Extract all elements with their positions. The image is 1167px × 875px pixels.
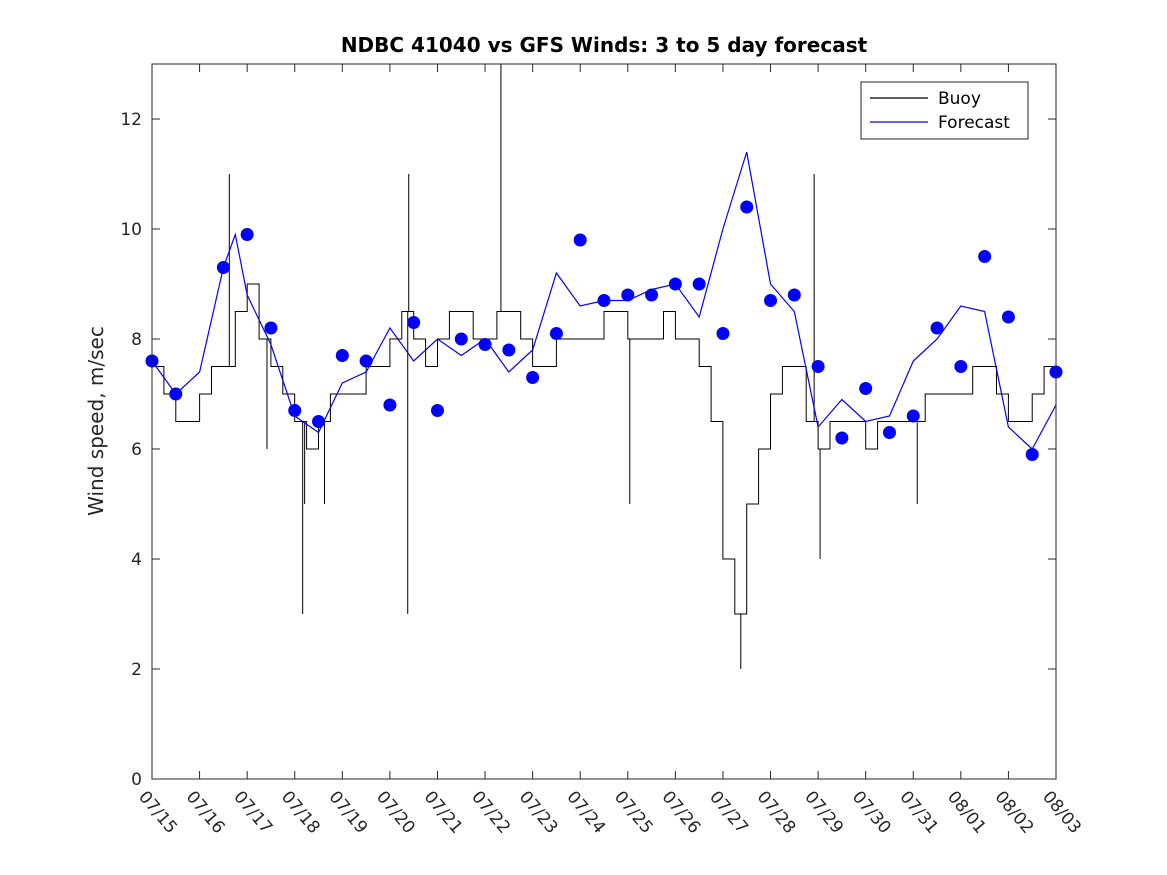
y-tick-label: 2 [131, 660, 142, 680]
forecast-marker [787, 288, 801, 302]
forecast-marker [930, 321, 944, 335]
forecast-marker [502, 343, 516, 357]
legend-buoy-label: Buoy [938, 89, 981, 109]
forecast-marker [264, 321, 278, 335]
forecast-marker [954, 360, 968, 373]
forecast-marker [1001, 310, 1015, 324]
forecast-marker [526, 371, 540, 384]
forecast-marker [549, 327, 563, 340]
forecast-marker [478, 338, 492, 351]
forecast-marker [169, 387, 183, 401]
forecast-marker [335, 349, 349, 362]
y-tick-label: 8 [131, 330, 142, 350]
forecast-marker [811, 360, 825, 373]
forecast-marker [407, 316, 421, 329]
buoy-line [152, 283, 1056, 615]
forecast-marker [359, 354, 373, 368]
y-axis-label: Wind speed, m/sec [84, 326, 108, 516]
forecast-marker [454, 332, 468, 346]
forecast-marker [216, 261, 230, 274]
forecast-marker [764, 294, 778, 307]
legend: Buoy Forecast [860, 81, 1029, 140]
legend-box [860, 81, 1029, 140]
forecast-marker [288, 404, 302, 417]
forecast-series [151, 151, 1057, 450]
forecast-marker [835, 431, 849, 445]
forecast-marker [716, 327, 730, 340]
forecast-marker [573, 233, 587, 247]
forecast-marker [1025, 448, 1039, 461]
forecast-marker [645, 288, 659, 302]
forecast-marker [312, 415, 326, 428]
y-tick-label: 6 [131, 440, 142, 460]
chart-title: NDBC 41040 vs GFS Winds: 3 to 5 day fore… [341, 33, 868, 57]
y-tick-label: 10 [120, 220, 142, 240]
forecast-marker [906, 409, 920, 423]
forecast-marker [978, 250, 992, 263]
forecast-marker [240, 228, 254, 241]
forecast-marker [430, 404, 444, 417]
y-tick-label: 0 [131, 770, 142, 790]
forecast-marker [621, 288, 635, 302]
forecast-marker [859, 382, 873, 395]
forecast-marker [597, 294, 611, 307]
plot-frame [151, 63, 1057, 780]
forecast-marker [882, 426, 896, 439]
forecast-markers [145, 200, 1063, 461]
forecast-marker [383, 398, 397, 412]
y-tick-label: 4 [131, 550, 142, 570]
buoy-series [152, 64, 1056, 669]
forecast-marker [668, 277, 682, 291]
forecast-marker [740, 200, 754, 214]
forecast-line [151, 151, 1057, 450]
forecast-marker [692, 277, 706, 291]
legend-forecast-label: Forecast [938, 113, 1010, 133]
y-tick-label: 12 [120, 110, 142, 130]
